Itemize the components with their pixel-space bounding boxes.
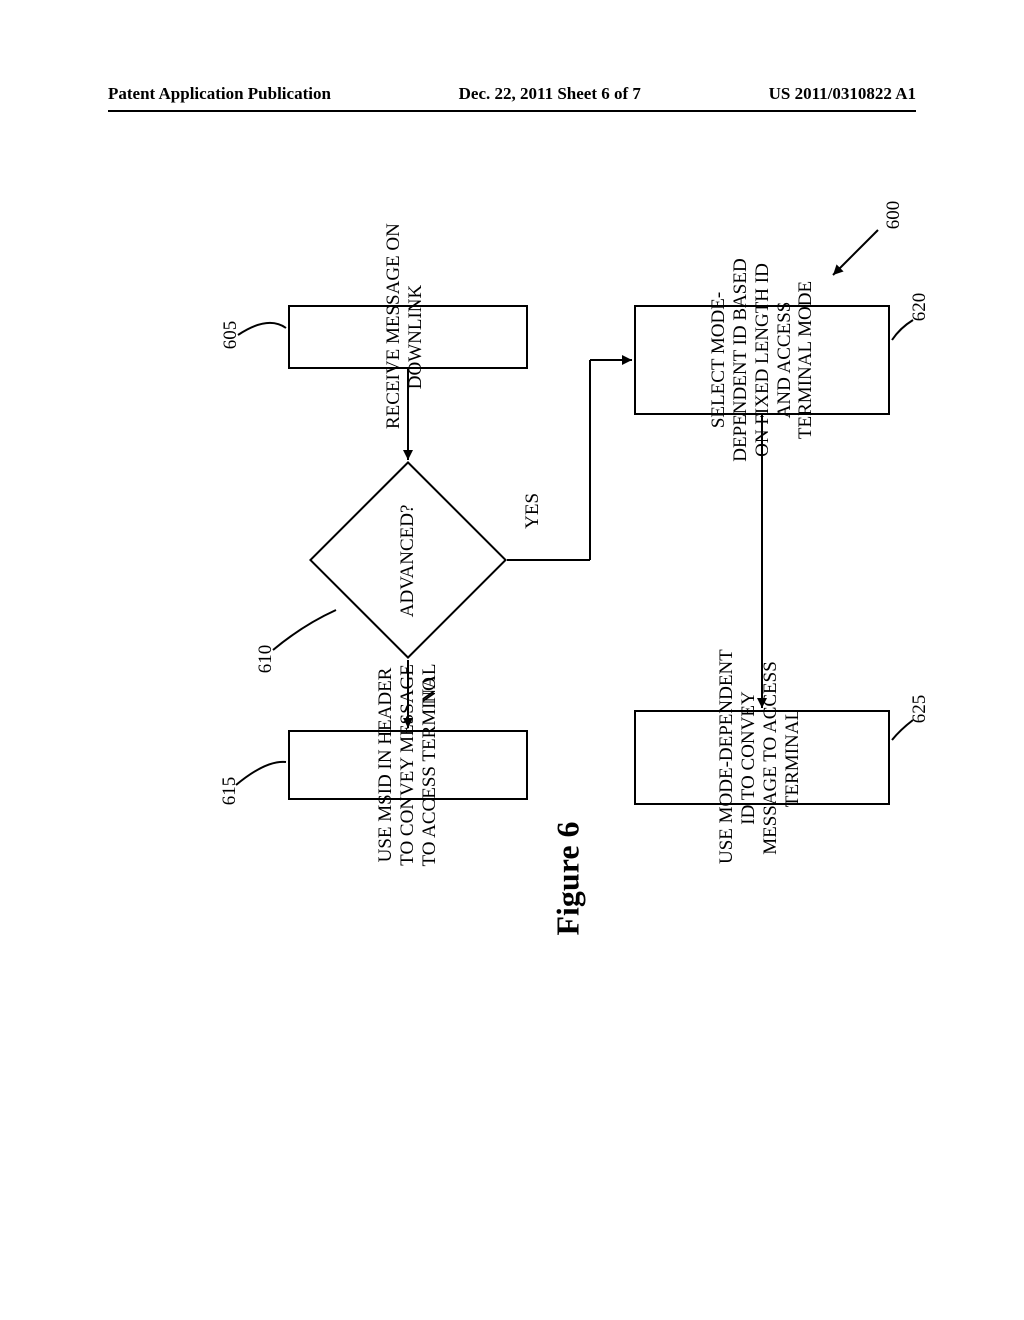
page-header: Patent Application Publication Dec. 22, … — [108, 84, 916, 104]
ref-615: 615 — [219, 771, 241, 811]
ref-600: 600 — [883, 195, 905, 235]
header-right: US 2011/0310822 A1 — [769, 84, 916, 104]
ref-605: 605 — [220, 315, 242, 355]
node-620-text: SELECT MODE-DEPENDENT ID BASEDON FIXED L… — [708, 254, 816, 466]
ref-610: 610 — [255, 639, 277, 679]
node-610-text: ADVANCED? — [397, 499, 419, 623]
header-rule — [108, 110, 916, 112]
ref-620: 620 — [909, 287, 931, 327]
header-left: Patent Application Publication — [108, 84, 331, 104]
node-605-text: RECEIVE MESSAGE ONDOWNLINK — [383, 245, 433, 429]
header-center: Dec. 22, 2011 Sheet 6 of 7 — [459, 84, 641, 104]
node-625-text: USE MODE-DEPENDENTID TO CONVEYMESSAGE TO… — [716, 652, 808, 864]
edge-yes-label: YES — [522, 486, 544, 536]
ref-625: 625 — [909, 689, 931, 729]
page: Patent Application Publication Dec. 22, … — [0, 0, 1024, 1320]
flowchart: 600 RECEIVE MESSAGE ONDOWNLINK 605 ADVAN… — [108, 200, 916, 1150]
figure-caption: Figure 6 — [550, 799, 587, 959]
node-615-text: USE MSID IN HEADERTO CONVEY MESSAGETO AC… — [375, 663, 441, 867]
